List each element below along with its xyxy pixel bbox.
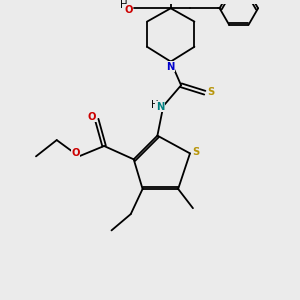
Text: O: O [124,5,133,15]
Text: H: H [120,0,128,10]
Text: O: O [88,112,97,122]
Text: N: N [166,62,174,72]
Text: H: H [151,100,159,110]
Text: O: O [71,148,80,158]
Text: S: S [192,147,200,157]
Text: S: S [208,87,215,97]
Text: N: N [156,102,164,112]
